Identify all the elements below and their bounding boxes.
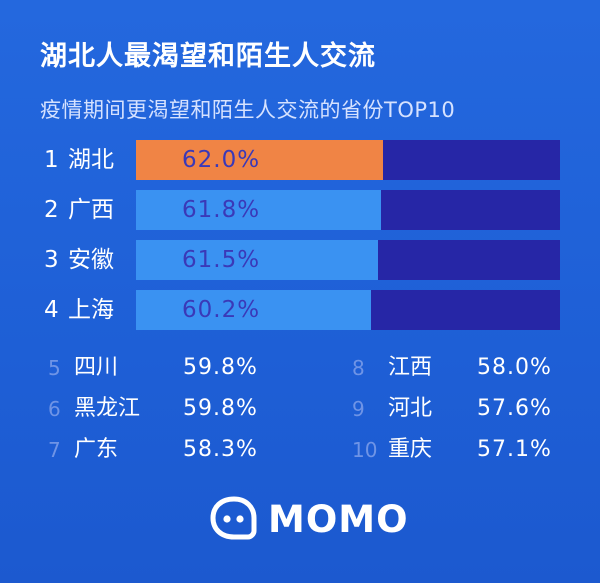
rank-number: 2 xyxy=(44,197,59,223)
rank-number: 7 xyxy=(48,438,61,462)
province-name: 湖北 xyxy=(68,147,114,173)
bar-category-label: 3 安徽 xyxy=(44,240,114,280)
rank-number: 4 xyxy=(44,297,59,323)
rank-number: 3 xyxy=(44,247,59,273)
value-label: 59.8% xyxy=(183,355,258,380)
rank-number: 8 xyxy=(352,356,365,380)
bar-row: 1 湖北 62.0% xyxy=(44,140,564,180)
province-name: 重庆 xyxy=(388,437,433,462)
province-name: 广西 xyxy=(68,197,114,223)
bar-category-label: 2 广西 xyxy=(44,190,114,230)
list-item: 10 重庆 57.1% xyxy=(352,435,567,465)
province-name: 安徽 xyxy=(68,247,114,273)
bar-track: 60.2% xyxy=(136,290,560,330)
bar-track: 61.8% xyxy=(136,190,560,230)
bar xyxy=(136,140,383,180)
province-name: 上海 xyxy=(68,297,114,323)
momo-logo: MOMO xyxy=(210,496,408,542)
bar-value-label: 60.2% xyxy=(182,297,261,323)
bar-row: 4 上海 60.2% xyxy=(44,290,564,330)
list-item: 7 广东 58.3% xyxy=(48,435,273,465)
bar xyxy=(136,190,381,230)
value-label: 58.3% xyxy=(183,437,258,462)
bar-row: 3 安徽 61.5% xyxy=(44,240,564,280)
province-name: 四川 xyxy=(74,355,119,380)
chart-subtitle: 疫情期间更渴望和陌生人交流的省份TOP10 xyxy=(40,98,456,122)
value-label: 59.8% xyxy=(183,396,258,421)
list-item: 8 江西 58.0% xyxy=(352,353,567,383)
bar-value-label: 61.5% xyxy=(182,247,261,273)
rank-number: 9 xyxy=(352,397,365,421)
list-item: 6 黑龙江 59.8% xyxy=(48,394,273,424)
bar-value-label: 61.8% xyxy=(182,197,261,223)
bar-category-label: 1 湖北 xyxy=(44,140,114,180)
bar-track: 61.5% xyxy=(136,240,560,280)
rank-number: 5 xyxy=(48,356,61,380)
list-item: 9 河北 57.6% xyxy=(352,394,567,424)
momo-chat-bubble-icon xyxy=(210,496,257,540)
chart-title: 湖北人最渴望和陌生人交流 xyxy=(40,41,376,72)
brand-name: MOMO xyxy=(268,498,409,541)
value-label: 57.6% xyxy=(477,396,552,421)
rank-number: 10 xyxy=(352,438,378,462)
bar xyxy=(136,240,378,280)
bar-track: 62.0% xyxy=(136,140,560,180)
province-name: 黑龙江 xyxy=(74,396,141,421)
value-label: 57.1% xyxy=(477,437,552,462)
bar-category-label: 4 上海 xyxy=(44,290,114,330)
province-name: 江西 xyxy=(388,355,433,380)
rank-number: 6 xyxy=(48,397,61,421)
rank-number: 1 xyxy=(44,147,59,173)
province-name: 广东 xyxy=(74,437,119,462)
province-name: 河北 xyxy=(388,396,433,421)
value-label: 58.0% xyxy=(477,355,552,380)
bar-value-label: 62.0% xyxy=(182,147,261,173)
bar-row: 2 广西 61.8% xyxy=(44,190,564,230)
bar xyxy=(136,290,371,330)
list-item: 5 四川 59.8% xyxy=(48,353,273,383)
